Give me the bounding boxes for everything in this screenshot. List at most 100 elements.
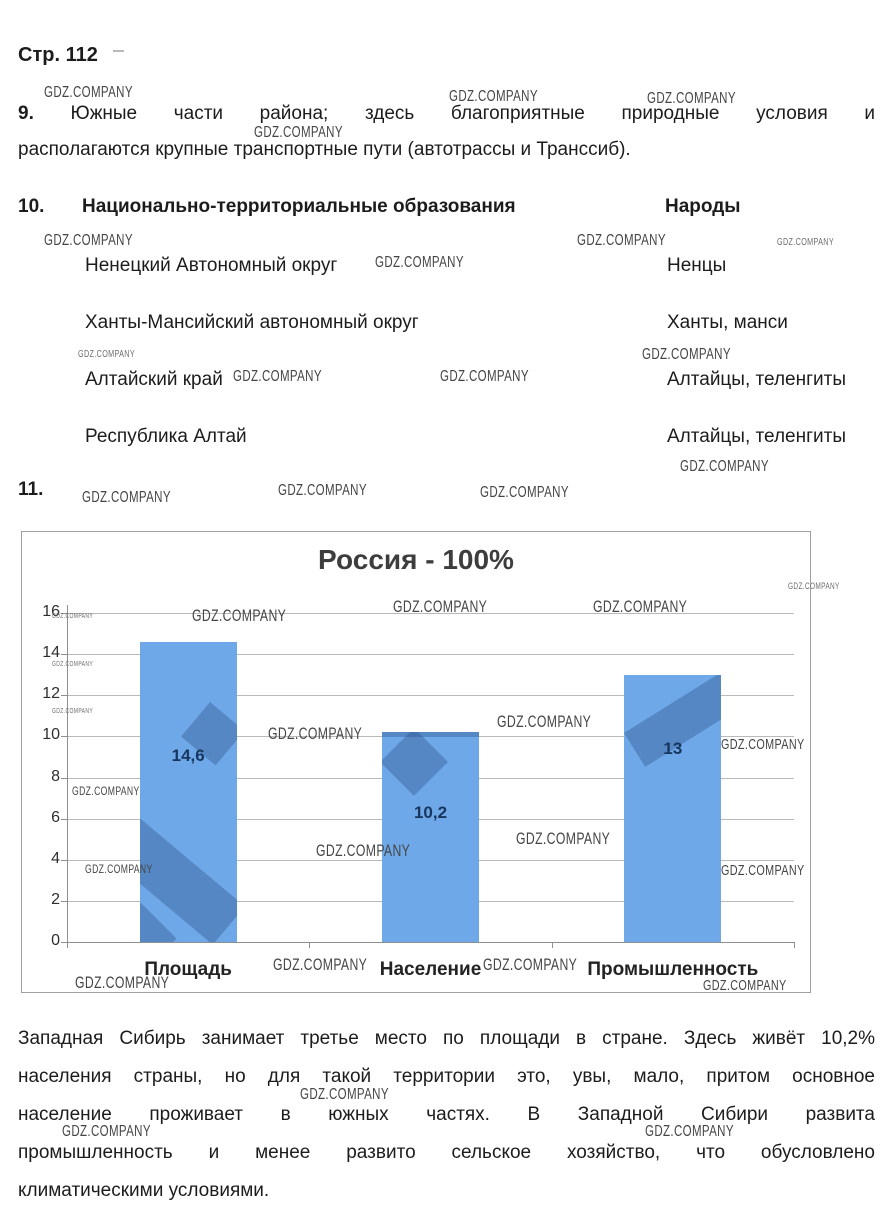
watermark: GDZ.COMPANY [278,482,367,499]
watermark: GDZ.COMPANY [721,862,805,879]
y-axis-tick-label: 6 [51,808,60,826]
watermark: GDZ.COMPANY [680,458,769,475]
watermark: GDZ.COMPANY [642,346,731,363]
table-row-territory: Ханты-Мансийский автономный округ [85,312,419,333]
y-axis-tick-label: 12 [42,685,60,703]
y-axis-tick-mark [61,654,68,656]
x-axis-tick-mark [794,942,795,948]
watermark: GDZ.COMPANY [497,712,592,731]
bar-chart: Россия - 100% 0 2 4 6 8 10 12 14 16 14,6 Площадь 10… [21,531,811,993]
watermark: GDZ.COMPANY [44,232,133,249]
watermark: GDZ.COMPANY [645,1123,734,1140]
watermark: GDZ.COMPANY [777,237,835,248]
item11-number: 11. [18,479,44,500]
page-title: Стр. 112 [18,44,98,66]
y-axis-tick-label: 16 [42,603,60,620]
y-axis-tick-mark [61,818,68,820]
chart-bar [139,641,237,942]
watermark: GDZ.COMPANY [440,368,529,385]
y-axis-tick-label: 14 [42,644,60,662]
y-axis-line [67,605,68,943]
paragraph-line: населения страны, но для такой территори… [18,1066,875,1087]
x-axis-tick-mark [309,942,311,948]
watermark: GDZ.COMPANY [721,736,805,753]
watermark-artifact-shape [382,732,448,797]
x-axis-line [67,942,795,943]
chart-gridline [67,613,794,614]
watermark: GDZ.COMPANY [52,613,94,620]
chart-title: Россия - 100% [318,544,514,575]
watermark: GDZ.COMPANY [647,90,736,107]
item10-col2-header: Народы [665,196,741,217]
watermark: GDZ.COMPANY [72,784,140,798]
watermark: GDZ.COMPANY [480,484,569,501]
y-axis-tick-mark [61,777,68,779]
watermark: GDZ.COMPANY [483,955,578,974]
item9-line2: располагаются крупные транспортные пути … [18,139,631,160]
y-axis-tick-mark [61,900,68,902]
watermark: GDZ.COMPANY [62,1123,151,1140]
item9-number: 9. [18,103,34,124]
scan-artifact [113,50,124,52]
watermark: GDZ.COMPANY [393,597,488,616]
x-axis-tick-mark [67,942,68,948]
y-axis-tick-label: 4 [51,849,60,867]
watermark: GDZ.COMPANY [449,88,538,105]
watermark: GDZ.COMPANY [268,724,363,743]
chart-gridline [67,695,794,697]
watermark: GDZ.COMPANY [375,254,464,271]
item9-text: Южные части района; здесь благоприятные … [70,103,876,124]
y-axis-tick-label: 2 [51,890,60,908]
watermark: GDZ.COMPANY [316,841,411,860]
watermark: GDZ.COMPANY [82,489,171,506]
item10-number: 10. [18,196,45,217]
chart-bar [624,674,722,942]
y-axis-tick-label: 10 [42,726,60,744]
y-axis-tick-mark [61,613,68,614]
x-axis-tick-mark [551,942,553,948]
watermark: GDZ.COMPANY [52,708,94,715]
item10-col1-header: Национально-территориальные образования [82,196,516,217]
item9-line1: 9. Южные части района; здесь благоприятн… [18,103,875,125]
watermark: GDZ.COMPANY [300,1086,389,1103]
y-axis-tick-label: 8 [51,767,60,785]
watermark: GDZ.COMPANY [85,862,153,876]
paragraph-line: климатическими условиями. [18,1180,270,1201]
table-row-people: Алтайцы, теленгиты [667,426,846,447]
watermark: GDZ.COMPANY [52,661,94,668]
paragraph-line: население проживает в южных частях. В За… [18,1104,875,1125]
y-axis-tick-mark [61,736,68,738]
bar-value-label: 10,2 [413,803,448,822]
y-axis-tick-mark [61,859,68,861]
y-axis-tick-label: 0 [51,932,60,949]
x-axis-category-label: Промышленность [587,959,759,980]
table-row-territory: Ненецкий Автономный округ [85,255,338,276]
table-row-territory: Алтайский край [85,369,223,390]
watermark-artifact-shape [382,732,479,738]
bar-value-label: 13 [663,739,683,758]
watermark: GDZ.COMPANY [516,829,611,848]
watermark: GDZ.COMPANY [254,124,343,141]
y-axis-tick-mark [61,695,68,697]
table-row-people: Ханты, манси [667,312,788,333]
watermark: GDZ.COMPANY [273,955,368,974]
watermark: GDZ.COMPANY [788,581,840,591]
table-row-people: Ненцы [667,255,727,276]
paragraph-line: промышленность и менее развито сельское … [18,1142,875,1163]
bar-value-label: 14,6 [171,746,205,765]
x-axis-category-label: Площадь [144,959,232,980]
watermark: GDZ.COMPANY [233,368,322,385]
table-row-people: Алтайцы, теленгиты [667,369,846,390]
watermark: GDZ.COMPANY [44,84,133,101]
watermark: GDZ.COMPANY [75,973,170,992]
watermark: GDZ.COMPANY [703,977,787,994]
watermark: GDZ.COMPANY [593,597,688,616]
table-row-territory: Республика Алтай [85,426,247,447]
watermark: GDZ.COMPANY [577,232,666,249]
y-axis-tick-mark [61,942,68,943]
chart-bar [382,732,479,942]
watermark: GDZ.COMPANY [78,349,136,360]
x-axis-category-label: Население [379,959,482,980]
watermark: GDZ.COMPANY [192,606,287,625]
